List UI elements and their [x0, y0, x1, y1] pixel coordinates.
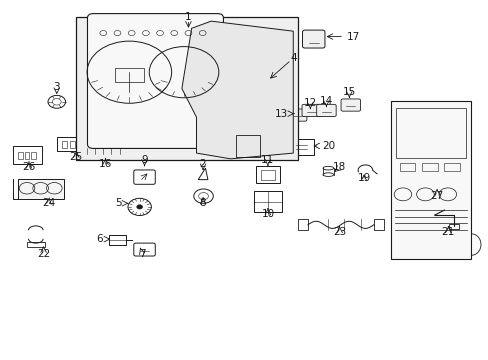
Bar	[57, 137, 81, 151]
Text: 7: 7	[139, 248, 145, 258]
Text: 4: 4	[289, 53, 296, 63]
FancyBboxPatch shape	[302, 30, 325, 48]
Bar	[448, 224, 458, 229]
Text: 18: 18	[332, 162, 346, 172]
Circle shape	[137, 205, 142, 209]
Bar	[390, 101, 470, 259]
Text: 17: 17	[346, 32, 359, 41]
Bar	[444, 163, 459, 171]
Text: 26: 26	[22, 162, 36, 172]
FancyBboxPatch shape	[316, 104, 335, 117]
Bar	[27, 242, 44, 247]
Bar	[24, 152, 29, 159]
Bar	[31, 152, 36, 159]
Text: 19: 19	[357, 173, 370, 183]
Bar	[395, 108, 466, 158]
Text: 11: 11	[261, 155, 274, 165]
Text: 22: 22	[37, 248, 50, 258]
Text: 21: 21	[441, 227, 454, 237]
Text: 20: 20	[322, 141, 335, 151]
FancyBboxPatch shape	[340, 99, 360, 111]
Polygon shape	[182, 21, 293, 159]
Bar	[82, 147, 123, 155]
Text: 10: 10	[261, 209, 274, 219]
Text: 3: 3	[53, 82, 60, 92]
Bar	[18, 152, 22, 159]
Bar	[289, 139, 313, 155]
Bar	[421, 163, 437, 171]
Bar	[236, 135, 260, 157]
Bar	[298, 220, 307, 230]
Bar	[399, 163, 414, 171]
Bar	[114, 68, 144, 82]
Text: 25: 25	[69, 152, 83, 162]
Bar	[256, 166, 279, 183]
Bar	[261, 170, 274, 180]
Bar	[254, 192, 281, 212]
Text: 1: 1	[185, 12, 191, 22]
Text: 27: 27	[429, 191, 443, 201]
FancyBboxPatch shape	[287, 109, 306, 121]
Text: 12: 12	[303, 98, 316, 108]
Bar	[18, 179, 64, 199]
Bar	[109, 235, 126, 245]
Text: 16: 16	[99, 159, 112, 169]
FancyBboxPatch shape	[87, 14, 223, 148]
Text: 13: 13	[275, 109, 288, 119]
Text: 5: 5	[115, 198, 122, 208]
Text: 8: 8	[199, 198, 206, 208]
Bar	[373, 220, 384, 230]
Bar	[62, 141, 67, 148]
Text: 6: 6	[96, 234, 103, 244]
Bar	[76, 17, 298, 160]
Bar	[70, 141, 75, 148]
Text: 23: 23	[332, 227, 346, 237]
Text: 14: 14	[319, 96, 332, 106]
Text: 2: 2	[199, 159, 206, 169]
Bar	[13, 146, 42, 164]
Text: 24: 24	[42, 198, 55, 208]
FancyBboxPatch shape	[302, 104, 321, 117]
Text: 9: 9	[141, 155, 147, 165]
Text: 15: 15	[342, 87, 355, 97]
